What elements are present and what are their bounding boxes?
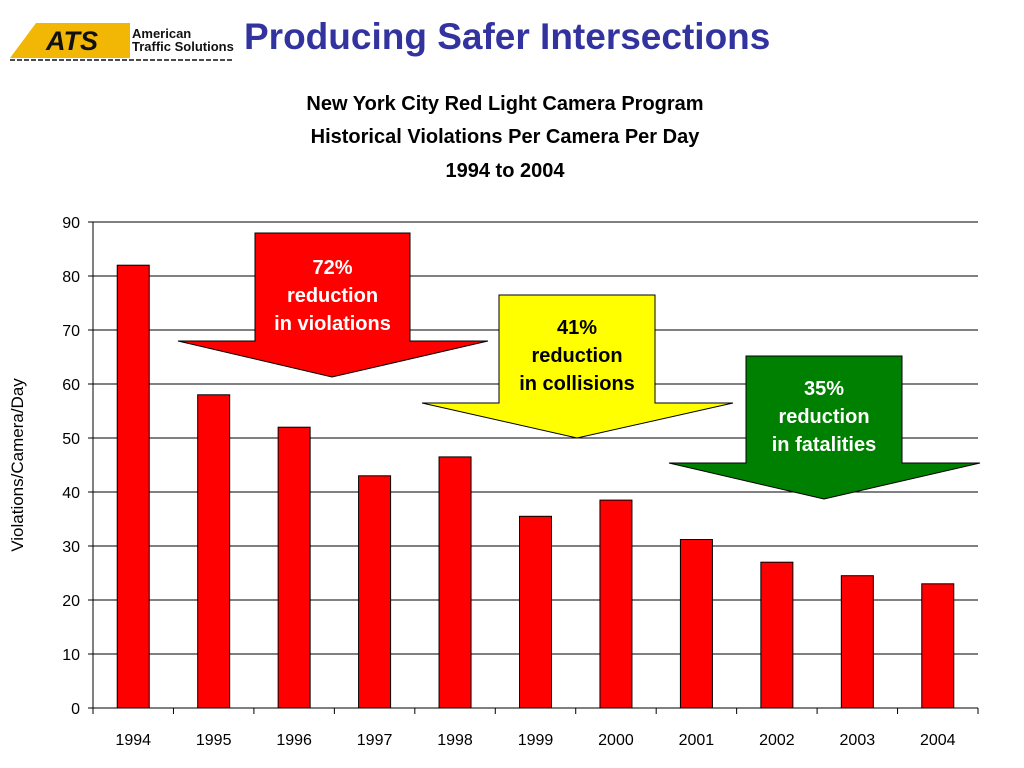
x-tick-label: 1995 — [196, 732, 232, 749]
callout-arrow: 72% reduction in violations — [177, 232, 489, 378]
callout-arrow-shape — [421, 294, 734, 439]
slide-title: Producing Safer Intersections — [244, 16, 771, 57]
x-tick-label: 1994 — [115, 732, 151, 749]
bar — [599, 499, 633, 709]
callout-text: reduction — [531, 345, 622, 367]
bar — [519, 515, 552, 709]
bar — [438, 456, 472, 709]
bar — [760, 561, 794, 709]
x-tick-label: 2002 — [759, 732, 795, 749]
x-tick-label: 1996 — [276, 732, 312, 749]
y-tick-label: 50 — [62, 431, 80, 448]
bar — [921, 583, 955, 709]
callout-text: in violations — [274, 313, 391, 335]
x-tick-label: 2004 — [920, 732, 956, 749]
y-tick-label: 30 — [62, 539, 80, 556]
callout-arrow: 35% reduction in fatalities — [668, 355, 981, 500]
callout-text: reduction — [287, 285, 378, 307]
y-tick-label: 10 — [62, 647, 80, 664]
y-tick-label: 20 — [62, 593, 80, 610]
logo-mark — [10, 23, 130, 58]
callout-text: 35% — [804, 378, 844, 400]
x-tick-label: 2001 — [679, 732, 715, 749]
y-tick-label: 90 — [62, 215, 80, 232]
bar — [277, 426, 311, 709]
x-tick-label: 2003 — [840, 732, 876, 749]
y-tick-label: 60 — [62, 377, 80, 394]
callout-text: in fatalities — [772, 434, 876, 456]
logo-line-1: American — [132, 26, 191, 41]
bar — [116, 264, 150, 709]
x-tick-label: 2000 — [598, 732, 634, 749]
x-tick-label: 1998 — [437, 732, 473, 749]
ats-logo: ATS American Traffic Solutions — [10, 23, 234, 61]
y-tick-label: 0 — [71, 701, 80, 718]
logo-line-2: Traffic Solutions — [132, 39, 234, 54]
x-tick-label: 1999 — [518, 732, 554, 749]
bar — [679, 539, 713, 709]
callout-arrow-shape — [668, 355, 981, 500]
callout-text: 72% — [312, 257, 352, 279]
callout-text: reduction — [778, 406, 869, 428]
chart-title: New York City Red Light Camera Program — [306, 93, 704, 115]
chart-subtitle: Historical Violations Per Camera Per Day — [310, 126, 700, 148]
y-tick-label: 70 — [62, 323, 80, 340]
bar — [197, 394, 231, 709]
callout-arrow: 41% reduction in collisions — [421, 294, 734, 439]
logo-mark-text: ATS — [45, 26, 98, 56]
callout-text: 41% — [557, 317, 597, 339]
bar — [840, 575, 874, 709]
x-tick-label: 1997 — [357, 732, 393, 749]
y-axis-label: Violations/Camera/Day — [8, 378, 27, 552]
chart-subtitle-years: 1994 to 2004 — [445, 160, 565, 182]
y-tick-label: 40 — [62, 485, 80, 502]
bar — [358, 475, 392, 709]
callout-arrow-shape — [177, 232, 489, 378]
y-tick-label: 80 — [62, 269, 80, 286]
callout-text: in collisions — [519, 373, 635, 395]
